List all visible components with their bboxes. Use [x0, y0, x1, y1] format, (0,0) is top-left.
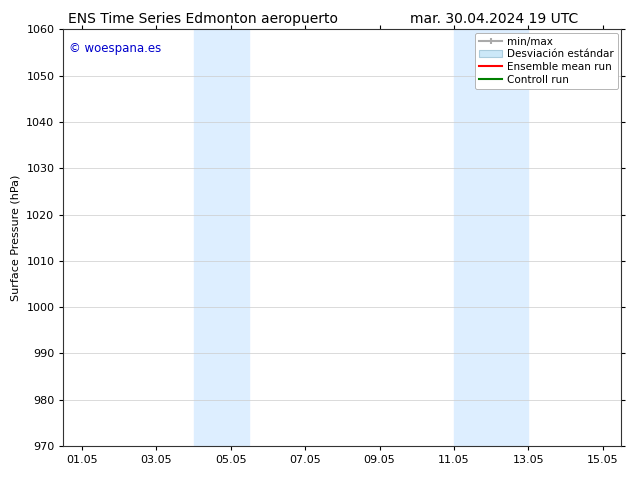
Text: mar. 30.04.2024 19 UTC: mar. 30.04.2024 19 UTC — [410, 12, 579, 26]
Text: © woespana.es: © woespana.es — [69, 42, 161, 55]
Y-axis label: Surface Pressure (hPa): Surface Pressure (hPa) — [11, 174, 21, 301]
Text: ENS Time Series Edmonton aeropuerto: ENS Time Series Edmonton aeropuerto — [68, 12, 338, 26]
Bar — [454, 29, 528, 446]
Legend: min/max, Desviación estándar, Ensemble mean run, Controll run: min/max, Desviación estándar, Ensemble m… — [475, 32, 618, 89]
Bar — [193, 29, 249, 446]
